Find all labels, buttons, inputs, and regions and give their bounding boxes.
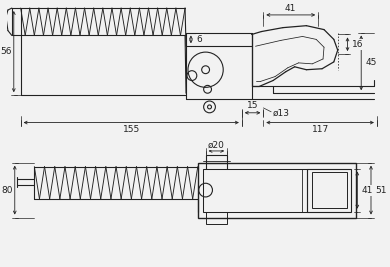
Text: 6: 6: [197, 35, 202, 44]
Text: 117: 117: [312, 125, 329, 134]
Bar: [206, 218, 227, 224]
Text: 41: 41: [285, 3, 296, 13]
Text: 155: 155: [122, 125, 140, 134]
Text: 16: 16: [351, 40, 363, 49]
Text: 15: 15: [247, 101, 258, 111]
Text: 45: 45: [365, 58, 377, 67]
Bar: [198, 163, 356, 218]
Text: 56: 56: [0, 47, 12, 56]
Text: 51: 51: [375, 186, 386, 195]
Text: 80: 80: [1, 186, 13, 195]
Bar: [312, 172, 347, 208]
Text: ø20: ø20: [208, 141, 225, 150]
Text: 41: 41: [362, 186, 373, 195]
Bar: [307, 168, 351, 212]
Text: ø13: ø13: [273, 108, 290, 117]
Bar: [203, 168, 307, 212]
Bar: [206, 155, 227, 163]
